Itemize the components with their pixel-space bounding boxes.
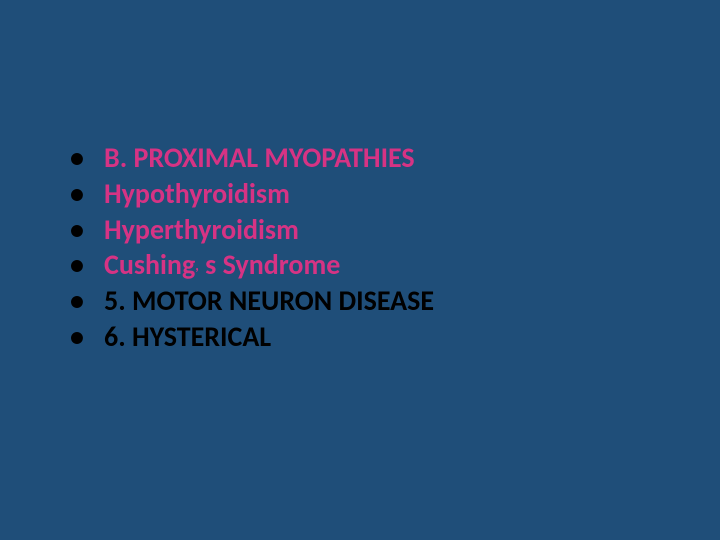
list-item: 5. MOTOR NEURON DISEASE (70, 283, 434, 319)
list-item: Hypothyroidism (70, 176, 434, 212)
item-text: Hyperthyroidism (104, 212, 299, 247)
slide-content: B. PROXIMAL MYOPATHIES Hypothyroidism Hy… (70, 140, 434, 355)
bullet-list: B. PROXIMAL MYOPATHIES Hypothyroidism Hy… (70, 140, 434, 355)
item-text: Cushing (104, 247, 195, 282)
list-item: 6. HYSTERICAL (70, 319, 434, 355)
item-text: Hypothyroidism (104, 176, 290, 211)
list-item: Cushing, s Syndrome (70, 247, 434, 283)
item-text: 6. HYSTERICAL (104, 319, 271, 354)
apostrophe: , (195, 257, 199, 274)
item-text: B. PROXIMAL MYOPATHIES (104, 140, 415, 175)
item-text: 5. MOTOR NEURON DISEASE (104, 283, 434, 318)
item-text-after: s Syndrome (199, 247, 341, 282)
list-item: B. PROXIMAL MYOPATHIES (70, 140, 434, 176)
list-item: Hyperthyroidism (70, 212, 434, 248)
